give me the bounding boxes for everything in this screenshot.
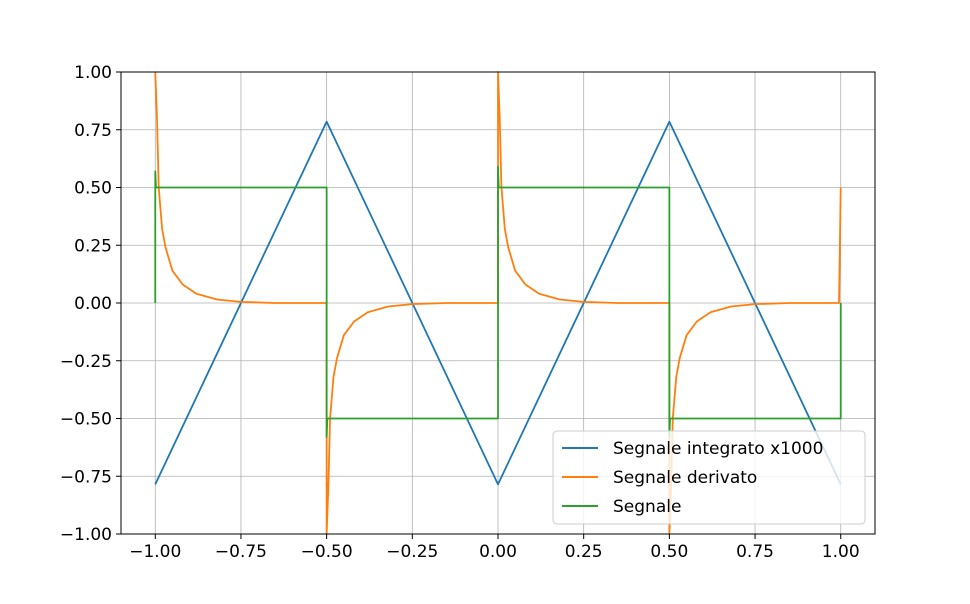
legend-label-2: Segnale derivato bbox=[613, 468, 757, 488]
series-line-1 bbox=[154, 120, 842, 486]
y-tick-label: 0.75 bbox=[74, 121, 112, 141]
x-tick-label: −0.50 bbox=[301, 542, 353, 562]
y-tick-label: 1.00 bbox=[74, 63, 112, 83]
x-axis: −1.00 −0.75 −0.50 −0.25 0.00 0.25 0.50 0.75 1.00 bbox=[129, 534, 860, 562]
y-tick-label: −0.50 bbox=[60, 410, 112, 430]
x-tick-label: −0.25 bbox=[386, 542, 438, 562]
legend-box bbox=[552, 430, 866, 525]
x-tick-label: −0.75 bbox=[215, 542, 267, 562]
x-tick-label: 1.00 bbox=[822, 542, 860, 562]
x-tick-label: 0.50 bbox=[650, 542, 688, 562]
y-tick-label: −0.75 bbox=[60, 467, 112, 487]
series-line-3 bbox=[154, 165, 842, 438]
x-tick-label: 0.75 bbox=[736, 542, 774, 562]
legend-label-1: Segnale integrato x1000 bbox=[613, 439, 823, 459]
x-tick-label: −1.00 bbox=[129, 542, 181, 562]
y-tick-label: 0.25 bbox=[74, 236, 112, 256]
y-tick-label: −1.00 bbox=[60, 525, 112, 545]
y-axis: −1.00 −0.75 −0.50 −0.25 0.00 0.25 0.50 0.75 1.00 bbox=[60, 63, 121, 545]
y-tick-label: 0.50 bbox=[74, 179, 112, 199]
y-tick-label: −0.25 bbox=[60, 352, 112, 372]
legend: Segnale integrato x1000 Segnale derivato S… bbox=[552, 430, 866, 525]
legend-label-3: Segnale bbox=[613, 497, 681, 517]
x-tick-label: 0.25 bbox=[565, 542, 603, 562]
x-tick-label: 0.00 bbox=[479, 542, 517, 562]
y-tick-label: 0.00 bbox=[74, 294, 112, 314]
